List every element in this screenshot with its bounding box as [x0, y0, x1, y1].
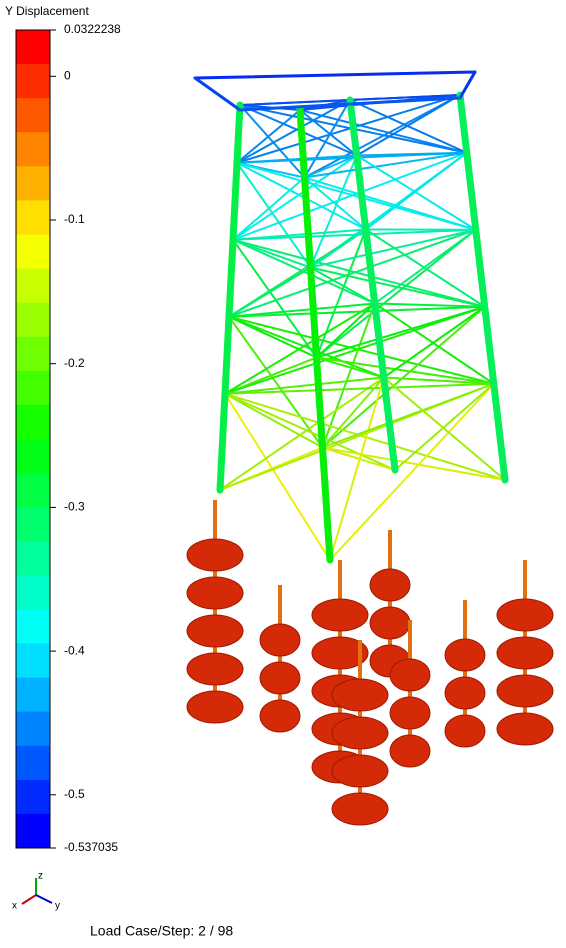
member — [229, 230, 476, 317]
member — [220, 105, 240, 490]
member — [225, 394, 505, 480]
member — [357, 156, 476, 230]
result-view: Y Displacement 0.0322238 -0.537035 0 -0.1 -0… — [0, 0, 566, 943]
triad-z-label: z — [38, 871, 43, 882]
triad-y-label: y — [55, 901, 60, 912]
pile-disk — [390, 735, 430, 767]
color-band — [16, 541, 50, 576]
tick-label: -0.5 — [64, 787, 85, 801]
pile-disk — [497, 599, 553, 631]
color-bar: 0.0322238 -0.537035 0 -0.1 -0.2 -0.3 -0.4 -0.5 — [16, 22, 121, 854]
color-band — [16, 166, 50, 201]
member — [195, 72, 475, 78]
min-label: -0.537035 — [64, 840, 118, 854]
member — [300, 110, 467, 153]
color-band — [16, 746, 50, 781]
pile-disk — [332, 755, 388, 787]
pile-disk — [497, 637, 553, 669]
triad-y-axis — [36, 895, 52, 903]
tick-label: -0.1 — [64, 212, 85, 226]
member — [229, 317, 384, 378]
pile-disk — [187, 539, 243, 571]
color-band — [16, 303, 50, 338]
legend-title: Y Displacement — [5, 4, 89, 18]
axis-triad: z x y — [12, 871, 60, 912]
color-band — [16, 64, 50, 99]
member — [366, 153, 467, 230]
member — [225, 394, 323, 448]
color-band — [16, 575, 50, 610]
triad-x-label: x — [12, 901, 17, 912]
color-band — [16, 235, 50, 270]
color-band — [16, 439, 50, 474]
member — [460, 95, 505, 480]
tick-label: -0.3 — [64, 500, 85, 514]
color-band — [16, 337, 50, 372]
color-band — [16, 814, 50, 849]
color-band — [16, 405, 50, 440]
member — [323, 384, 494, 448]
triad-x-axis — [22, 895, 36, 904]
color-band — [16, 473, 50, 508]
pile-disk — [370, 569, 410, 601]
color-band — [16, 371, 50, 406]
pile-disk — [445, 639, 485, 671]
tick-label: 0 — [64, 68, 71, 82]
member — [323, 307, 485, 448]
pile-disk — [187, 653, 243, 685]
load-case-footer: Load Case/Step: 2 / 98 — [90, 923, 233, 939]
pile-disk — [445, 677, 485, 709]
color-band — [16, 609, 50, 644]
color-band — [16, 98, 50, 133]
member — [195, 78, 240, 110]
tick-label: -0.2 — [64, 356, 85, 370]
pile-disk — [370, 607, 410, 639]
pile-disk — [332, 717, 388, 749]
color-band — [16, 712, 50, 747]
pile-disk — [497, 713, 553, 745]
pile-disk — [332, 793, 388, 825]
color-band — [16, 780, 50, 815]
pile-disk — [312, 599, 368, 631]
pile-disk — [390, 659, 430, 691]
pile-disk — [332, 679, 388, 711]
member — [317, 307, 485, 358]
structure-model — [187, 72, 553, 825]
member — [233, 178, 305, 240]
pile-disk — [187, 577, 243, 609]
color-band — [16, 132, 50, 167]
tick-label: -0.4 — [64, 643, 85, 657]
pile-disk — [260, 624, 300, 656]
pile-disk — [187, 615, 243, 647]
pile-disk — [260, 662, 300, 694]
pile-disk — [187, 691, 243, 723]
color-band — [16, 200, 50, 235]
pile-disk — [445, 715, 485, 747]
color-band — [16, 507, 50, 542]
color-band — [16, 269, 50, 304]
member — [233, 153, 467, 240]
member — [460, 72, 475, 98]
pile-disk — [390, 697, 430, 729]
pile-disk — [260, 700, 300, 732]
member — [317, 358, 384, 378]
pile-disk — [497, 675, 553, 707]
color-band — [16, 644, 50, 679]
max-label: 0.0322238 — [64, 22, 121, 36]
color-band — [16, 30, 50, 65]
color-band — [16, 678, 50, 713]
